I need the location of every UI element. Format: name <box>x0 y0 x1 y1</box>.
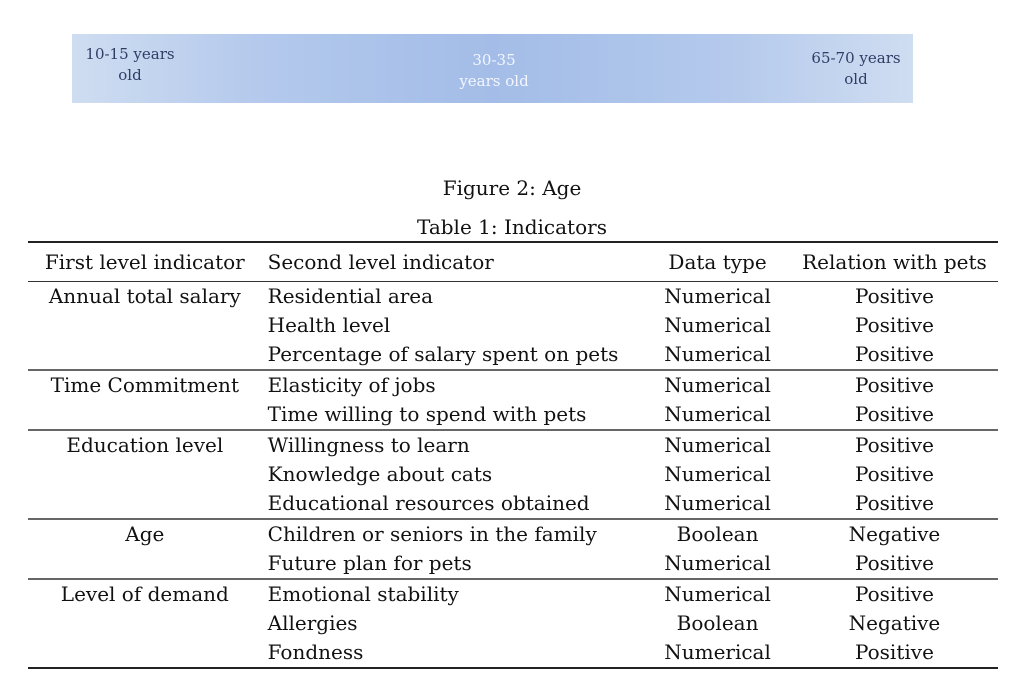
second-level-cell: Percentage of salary spent on pets <box>267 342 619 366</box>
data-type-cell: Numerical <box>664 433 771 457</box>
first-level-cell: Time Commitment <box>50 373 239 397</box>
first-level-cell: Annual total salary <box>48 284 241 308</box>
data-type-cell: Numerical <box>664 402 771 426</box>
table-caption: Table 1: Indicators <box>417 215 607 239</box>
data-type-cell: Numerical <box>664 582 771 606</box>
first-level-cell-empty <box>28 340 262 370</box>
second-level-cell: Children or seniors in the family <box>267 522 597 546</box>
age-label-young-line1: 10-15 years <box>85 45 175 63</box>
table-row: Future plan for pets Numerical Positive <box>28 549 998 579</box>
header-data-type: Data type <box>668 250 767 274</box>
age-label-middle: 30-35 years old <box>444 50 544 92</box>
second-level-cell: Fondness <box>267 640 364 664</box>
second-level-cell: Allergies <box>267 611 358 635</box>
age-label-young: 10-15 years old <box>80 44 180 86</box>
data-type-cell: Boolean <box>676 611 759 635</box>
relation-cell: Positive <box>854 582 934 606</box>
relation-cell: Positive <box>854 373 934 397</box>
second-level-cell: Knowledge about cats <box>267 462 493 486</box>
data-type-cell: Numerical <box>664 313 771 337</box>
second-level-cell: Health level <box>267 313 391 337</box>
first-level-cell-empty <box>28 489 262 519</box>
relation-cell: Positive <box>854 491 934 515</box>
data-type-cell: Boolean <box>676 522 759 546</box>
data-type-cell: Numerical <box>664 551 771 575</box>
relation-cell: Positive <box>854 313 934 337</box>
second-level-cell: Willingness to learn <box>267 433 470 457</box>
indicators-table: First level indicator Second level indic… <box>28 241 998 669</box>
first-level-cell-empty <box>28 609 262 638</box>
table-row: Knowledge about cats Numerical Positive <box>28 460 998 489</box>
header-second-level: Second level indicator <box>267 250 494 274</box>
relation-cell: Negative <box>848 522 941 546</box>
relation-cell: Positive <box>854 342 934 366</box>
second-level-cell: Future plan for pets <box>267 551 472 575</box>
table-row: Educational resources obtained Numerical… <box>28 489 998 519</box>
first-level-cell-empty <box>28 460 262 489</box>
figure-caption: Figure 2: Age <box>442 176 582 200</box>
first-level-cell-empty <box>28 400 262 430</box>
first-level-cell-empty <box>28 549 262 579</box>
table-row: Time Commitment Elasticity of jobs Numer… <box>28 370 998 400</box>
age-label-young-line2: old <box>118 66 142 84</box>
first-level-cell-empty <box>28 638 262 668</box>
data-type-cell: Numerical <box>664 284 771 308</box>
table-row: Health level Numerical Positive <box>28 311 998 340</box>
age-label-senior: 65-70 years old <box>805 48 907 90</box>
age-gradient-bar: 10-15 years old 30-35 years old 65-70 ye… <box>72 34 913 103</box>
relation-cell: Positive <box>854 402 934 426</box>
first-level-cell: Age <box>125 522 165 546</box>
table-row: Education level Willingness to learn Num… <box>28 430 998 460</box>
relation-cell: Positive <box>854 433 934 457</box>
first-level-cell-empty <box>28 311 262 340</box>
table-row: Annual total salary Residential area Num… <box>28 281 998 312</box>
table-row: Allergies Boolean Negative <box>28 609 998 638</box>
age-label-middle-line2: years old <box>459 72 529 90</box>
data-type-cell: Numerical <box>664 640 771 664</box>
first-level-cell: Level of demand <box>60 582 229 606</box>
relation-cell: Positive <box>854 284 934 308</box>
second-level-cell: Elasticity of jobs <box>267 373 436 397</box>
table-row: Time willing to spend with pets Numerica… <box>28 400 998 430</box>
table-row: Percentage of salary spent on pets Numer… <box>28 340 998 370</box>
relation-cell: Positive <box>854 551 934 575</box>
second-level-cell: Residential area <box>267 284 434 308</box>
second-level-cell: Time willing to spend with pets <box>267 402 587 426</box>
relation-cell: Positive <box>854 462 934 486</box>
first-level-cell: Education level <box>66 433 224 457</box>
age-label-senior-line2: old <box>844 70 868 88</box>
age-label-senior-line1: 65-70 years <box>811 49 901 67</box>
age-label-middle-line1: 30-35 <box>472 51 516 69</box>
table-row: Level of demand Emotional stability Nume… <box>28 579 998 609</box>
header-first-level: First level indicator <box>44 250 245 274</box>
data-type-cell: Numerical <box>664 491 771 515</box>
second-level-cell: Educational resources obtained <box>267 491 590 515</box>
header-relation: Relation with pets <box>802 250 987 274</box>
data-type-cell: Numerical <box>664 342 771 366</box>
relation-cell: Negative <box>848 611 941 635</box>
data-type-cell: Numerical <box>664 373 771 397</box>
data-type-cell: Numerical <box>664 462 771 486</box>
table-row: Fondness Numerical Positive <box>28 638 998 668</box>
second-level-cell: Emotional stability <box>267 582 459 606</box>
table-header-row: First level indicator Second level indic… <box>28 242 998 282</box>
relation-cell: Positive <box>854 640 934 664</box>
table-row: Age Children or seniors in the family Bo… <box>28 519 998 549</box>
